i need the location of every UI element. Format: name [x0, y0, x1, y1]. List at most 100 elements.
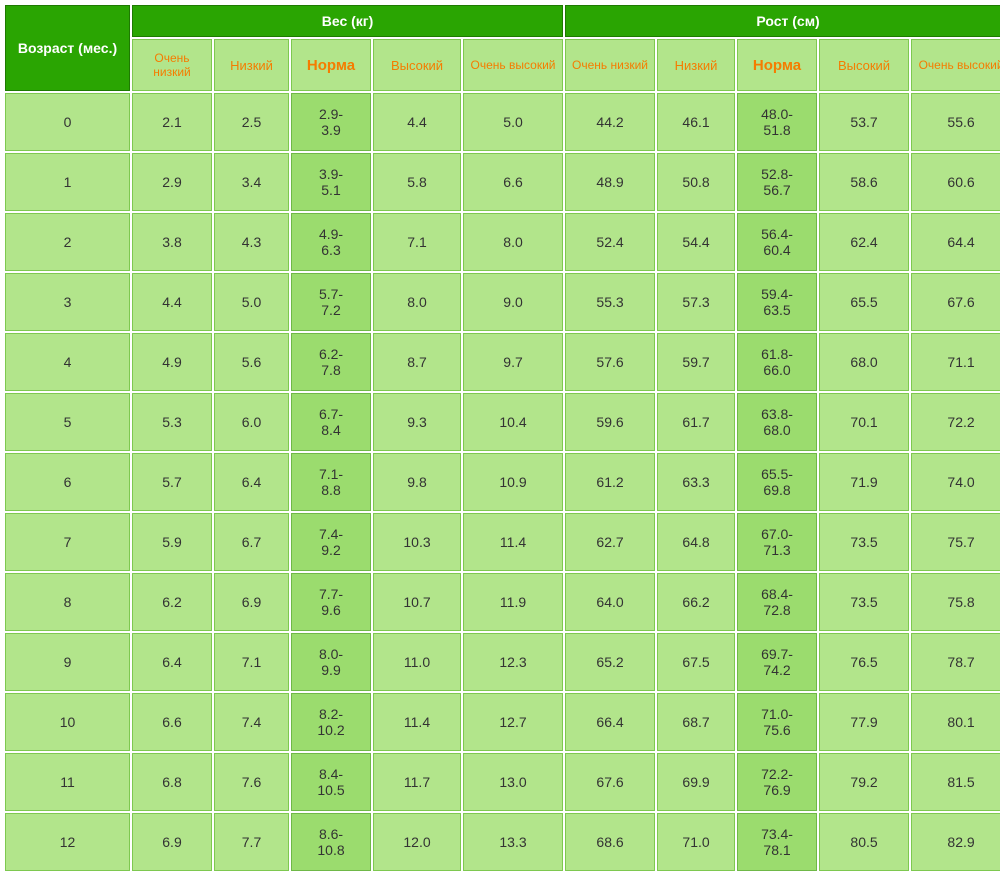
height-cell: 53.7 [819, 93, 909, 151]
age-cell: 2 [5, 213, 130, 271]
age-cell: 0 [5, 93, 130, 151]
weight-cell: 6.6 [463, 153, 563, 211]
height-cell: 62.7 [565, 513, 655, 571]
weight-norma-header: Норма [291, 39, 371, 91]
weight-norma-cell: 6.2- 7.8 [291, 333, 371, 391]
height-norma-cell: 65.5- 69.8 [737, 453, 817, 511]
height-cell: 57.6 [565, 333, 655, 391]
height-cell: 61.2 [565, 453, 655, 511]
height-norma-cell: 68.4- 72.8 [737, 573, 817, 631]
table-row: 116.87.68.4- 10.511.713.067.669.972.2- 7… [5, 753, 1000, 811]
height-cell: 60.6 [911, 153, 1000, 211]
height-cell: 67.5 [657, 633, 735, 691]
weight-cell: 5.6 [214, 333, 289, 391]
age-cell: 5 [5, 393, 130, 451]
weight-cell: 11.7 [373, 753, 461, 811]
height-cell: 77.9 [819, 693, 909, 751]
height-cell: 71.0 [657, 813, 735, 871]
height-cell: 78.7 [911, 633, 1000, 691]
weight-cell: 5.0 [463, 93, 563, 151]
weight-cell: 5.8 [373, 153, 461, 211]
weight-cell: 6.8 [132, 753, 212, 811]
weight-cell: 8.0 [373, 273, 461, 331]
height-cell: 62.4 [819, 213, 909, 271]
age-cell: 12 [5, 813, 130, 871]
weight-cell: 11.4 [463, 513, 563, 571]
height-cell: 55.3 [565, 273, 655, 331]
height-norma-cell: 52.8- 56.7 [737, 153, 817, 211]
height-norma-cell: 67.0- 71.3 [737, 513, 817, 571]
age-cell: 4 [5, 333, 130, 391]
weight-cell: 6.9 [214, 573, 289, 631]
height-very-low-header: Очень низкий [565, 39, 655, 91]
weight-very-low-header: Очень низкий [132, 39, 212, 91]
weight-norma-cell: 4.9- 6.3 [291, 213, 371, 271]
height-cell: 82.9 [911, 813, 1000, 871]
weight-cell: 4.4 [373, 93, 461, 151]
table-header: Возраст (мес.) Вес (кг) Рост (см) Очень … [5, 5, 1000, 91]
table-row: 96.47.18.0- 9.911.012.365.267.569.7- 74.… [5, 633, 1000, 691]
height-cell: 65.5 [819, 273, 909, 331]
weight-cell: 5.7 [132, 453, 212, 511]
height-very-high-header: Очень высокий [911, 39, 1000, 91]
weight-low-header: Низкий [214, 39, 289, 91]
weight-cell: 7.7 [214, 813, 289, 871]
table-row: 86.26.97.7- 9.610.711.964.066.268.4- 72.… [5, 573, 1000, 631]
height-cell: 54.4 [657, 213, 735, 271]
height-cell: 59.6 [565, 393, 655, 451]
height-cell: 73.5 [819, 573, 909, 631]
height-cell: 75.8 [911, 573, 1000, 631]
weight-norma-cell: 8.0- 9.9 [291, 633, 371, 691]
height-band-header: Рост (см) [565, 5, 1000, 37]
weight-cell: 6.9 [132, 813, 212, 871]
height-cell: 79.2 [819, 753, 909, 811]
table-row: 44.95.66.2- 7.88.79.757.659.761.8- 66.06… [5, 333, 1000, 391]
weight-norma-cell: 3.9- 5.1 [291, 153, 371, 211]
table-row: 106.67.48.2- 10.211.412.766.468.771.0- 7… [5, 693, 1000, 751]
weight-cell: 9.7 [463, 333, 563, 391]
weight-norma-cell: 8.2- 10.2 [291, 693, 371, 751]
height-cell: 81.5 [911, 753, 1000, 811]
weight-cell: 9.0 [463, 273, 563, 331]
height-norma-cell: 61.8- 66.0 [737, 333, 817, 391]
height-norma-cell: 59.4- 63.5 [737, 273, 817, 331]
height-low-header: Низкий [657, 39, 735, 91]
weight-cell: 11.4 [373, 693, 461, 751]
weight-cell: 3.8 [132, 213, 212, 271]
weight-norma-cell: 7.4- 9.2 [291, 513, 371, 571]
weight-cell: 11.0 [373, 633, 461, 691]
height-cell: 64.4 [911, 213, 1000, 271]
weight-norma-cell: 5.7- 7.2 [291, 273, 371, 331]
height-cell: 72.2 [911, 393, 1000, 451]
weight-cell: 8.0 [463, 213, 563, 271]
height-norma-header: Норма [737, 39, 817, 91]
height-cell: 52.4 [565, 213, 655, 271]
weight-cell: 2.9 [132, 153, 212, 211]
weight-cell: 8.7 [373, 333, 461, 391]
height-cell: 71.1 [911, 333, 1000, 391]
weight-cell: 13.3 [463, 813, 563, 871]
height-cell: 75.7 [911, 513, 1000, 571]
weight-cell: 4.4 [132, 273, 212, 331]
growth-table: Возраст (мес.) Вес (кг) Рост (см) Очень … [3, 3, 1000, 873]
weight-cell: 2.1 [132, 93, 212, 151]
table-row: 34.45.05.7- 7.28.09.055.357.359.4- 63.56… [5, 273, 1000, 331]
height-cell: 74.0 [911, 453, 1000, 511]
weight-cell: 12.7 [463, 693, 563, 751]
weight-cell: 11.9 [463, 573, 563, 631]
height-cell: 59.7 [657, 333, 735, 391]
height-cell: 66.2 [657, 573, 735, 631]
weight-cell: 4.3 [214, 213, 289, 271]
age-cell: 3 [5, 273, 130, 331]
height-cell: 67.6 [911, 273, 1000, 331]
height-cell: 70.1 [819, 393, 909, 451]
height-cell: 46.1 [657, 93, 735, 151]
height-cell: 61.7 [657, 393, 735, 451]
age-cell: 1 [5, 153, 130, 211]
height-cell: 80.5 [819, 813, 909, 871]
height-norma-cell: 69.7- 74.2 [737, 633, 817, 691]
weight-cell: 6.4 [214, 453, 289, 511]
table-row: 75.96.77.4- 9.210.311.462.764.867.0- 71.… [5, 513, 1000, 571]
weight-norma-cell: 7.1- 8.8 [291, 453, 371, 511]
weight-cell: 7.1 [214, 633, 289, 691]
